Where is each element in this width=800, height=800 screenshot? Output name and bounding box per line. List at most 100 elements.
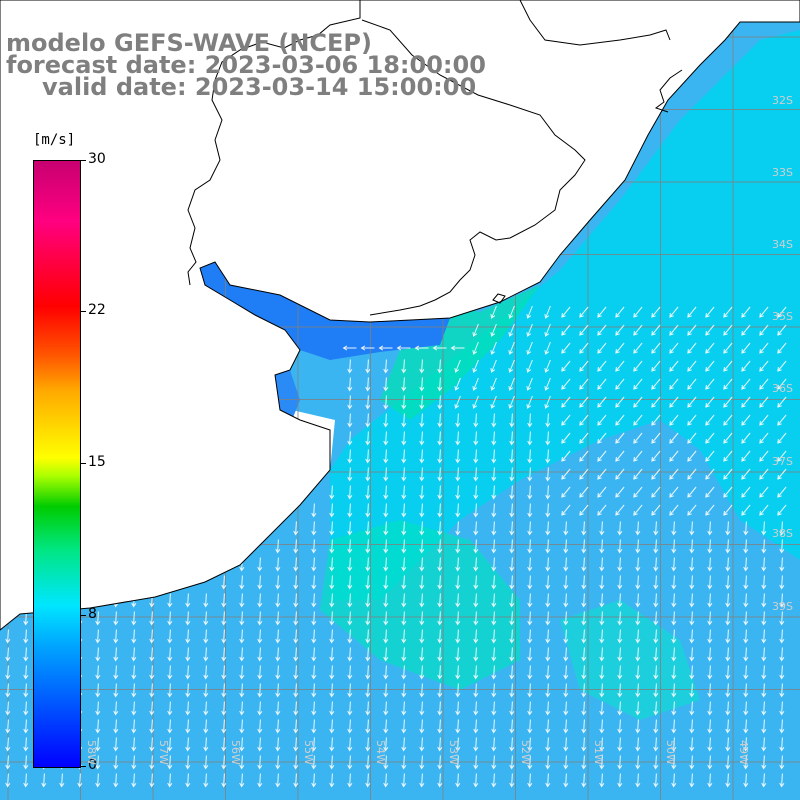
wind-arrow bbox=[617, 755, 623, 770]
wind-arrow bbox=[401, 449, 407, 464]
wind-arrow bbox=[293, 539, 299, 554]
wind-arrow bbox=[617, 575, 623, 590]
wind-arrow bbox=[149, 647, 155, 662]
wind-arrow bbox=[597, 324, 607, 336]
wind-arrow bbox=[689, 647, 695, 662]
wind-arrow bbox=[527, 485, 533, 500]
wind-arrow bbox=[293, 701, 299, 716]
wind-arrow bbox=[633, 468, 643, 480]
wind-arrow bbox=[687, 378, 697, 390]
wind-arrow bbox=[131, 773, 137, 788]
wind-arrow bbox=[689, 683, 695, 698]
wind-arrow bbox=[689, 557, 695, 572]
wind-arrow bbox=[239, 737, 245, 752]
wind-arrow bbox=[437, 377, 443, 392]
wind-arrow bbox=[527, 773, 533, 788]
wind-arrow bbox=[419, 737, 425, 752]
wind-arrow bbox=[401, 431, 407, 446]
wind-arrow bbox=[473, 755, 479, 770]
wind-arrow bbox=[759, 504, 769, 516]
wind-arrow bbox=[293, 593, 299, 608]
wind-arrow bbox=[437, 431, 443, 446]
wind-arrow bbox=[329, 557, 335, 572]
wind-arrow bbox=[437, 413, 443, 428]
wind-arrow bbox=[5, 773, 11, 788]
wind-arrow bbox=[687, 414, 697, 426]
wind-arrow bbox=[725, 575, 731, 590]
wind-arrow bbox=[705, 414, 715, 426]
wind-arrow bbox=[185, 773, 191, 788]
wind-arrow bbox=[185, 683, 191, 698]
wind-arrow bbox=[651, 504, 661, 516]
wind-arrow bbox=[419, 449, 425, 464]
wind-arrow bbox=[759, 360, 769, 372]
wind-arrow bbox=[581, 773, 587, 788]
wind-arrow bbox=[527, 755, 533, 770]
wind-arrow bbox=[707, 665, 713, 680]
wind-arrow bbox=[651, 342, 661, 354]
wind-arrow bbox=[725, 539, 731, 554]
wind-arrow bbox=[599, 683, 605, 698]
wind-arrow bbox=[257, 575, 263, 590]
wind-arrow bbox=[651, 450, 661, 462]
wind-arrow bbox=[401, 629, 407, 644]
wind-arrow bbox=[579, 378, 589, 390]
longitude-label: 50W bbox=[664, 740, 677, 765]
wind-arrow bbox=[203, 701, 209, 716]
wind-arrow bbox=[761, 773, 767, 788]
wind-arrow bbox=[615, 360, 625, 372]
wind-arrow bbox=[509, 503, 515, 518]
wind-arrow bbox=[633, 342, 643, 354]
wind-arrow bbox=[490, 359, 497, 373]
wind-arrow bbox=[635, 629, 641, 644]
wind-arrow bbox=[383, 701, 389, 716]
wind-arrow bbox=[203, 611, 209, 626]
wind-arrow bbox=[561, 378, 571, 390]
wind-arrow bbox=[113, 665, 119, 680]
wind-arrow bbox=[365, 485, 371, 500]
forecast-date: forecast date: 2023-03-06 18:00:00 bbox=[6, 51, 486, 79]
wind-arrow bbox=[383, 773, 389, 788]
wind-arrow bbox=[329, 575, 335, 590]
wind-arrow bbox=[491, 413, 497, 428]
wind-arrow bbox=[419, 521, 425, 536]
colorbar bbox=[33, 160, 81, 768]
wind-arrow bbox=[689, 701, 695, 716]
wind-arrow bbox=[725, 683, 731, 698]
wind-arrow bbox=[329, 773, 335, 788]
wind-arrow bbox=[41, 773, 47, 788]
wind-arrow bbox=[203, 593, 209, 608]
wind-arrow bbox=[653, 611, 659, 626]
wind-arrow bbox=[761, 755, 767, 770]
wind-arrow bbox=[221, 611, 227, 626]
wind-arrow bbox=[599, 575, 605, 590]
wind-arrow bbox=[561, 468, 571, 480]
longitude-label: 51W bbox=[592, 740, 605, 765]
wind-arrow bbox=[167, 701, 173, 716]
wind-arrow bbox=[761, 701, 767, 716]
wind-arrow bbox=[149, 683, 155, 698]
wind-arrow bbox=[561, 306, 571, 318]
wind-arrow bbox=[561, 504, 571, 516]
wind-arrow bbox=[725, 629, 731, 644]
wind-arrow bbox=[347, 701, 353, 716]
wind-arrow bbox=[508, 377, 515, 391]
wind-arrow bbox=[257, 701, 263, 716]
wind-arrow bbox=[131, 737, 137, 752]
latitude-label: 33S bbox=[772, 166, 793, 179]
wind-arrow bbox=[615, 306, 625, 318]
wind-arrow bbox=[671, 611, 677, 626]
wind-arrow bbox=[527, 719, 533, 734]
wind-arrow bbox=[759, 414, 769, 426]
wind-arrow bbox=[653, 683, 659, 698]
wind-arrow bbox=[653, 719, 659, 734]
wind-arrow bbox=[633, 378, 643, 390]
wind-arrow bbox=[437, 611, 443, 626]
wind-arrow bbox=[615, 468, 625, 480]
wind-arrow bbox=[597, 450, 607, 462]
wind-arrow bbox=[239, 773, 245, 788]
wind-arrow bbox=[615, 414, 625, 426]
wind-arrow bbox=[508, 323, 515, 337]
wind-arrow bbox=[669, 468, 679, 480]
wind-arrow bbox=[653, 539, 659, 554]
